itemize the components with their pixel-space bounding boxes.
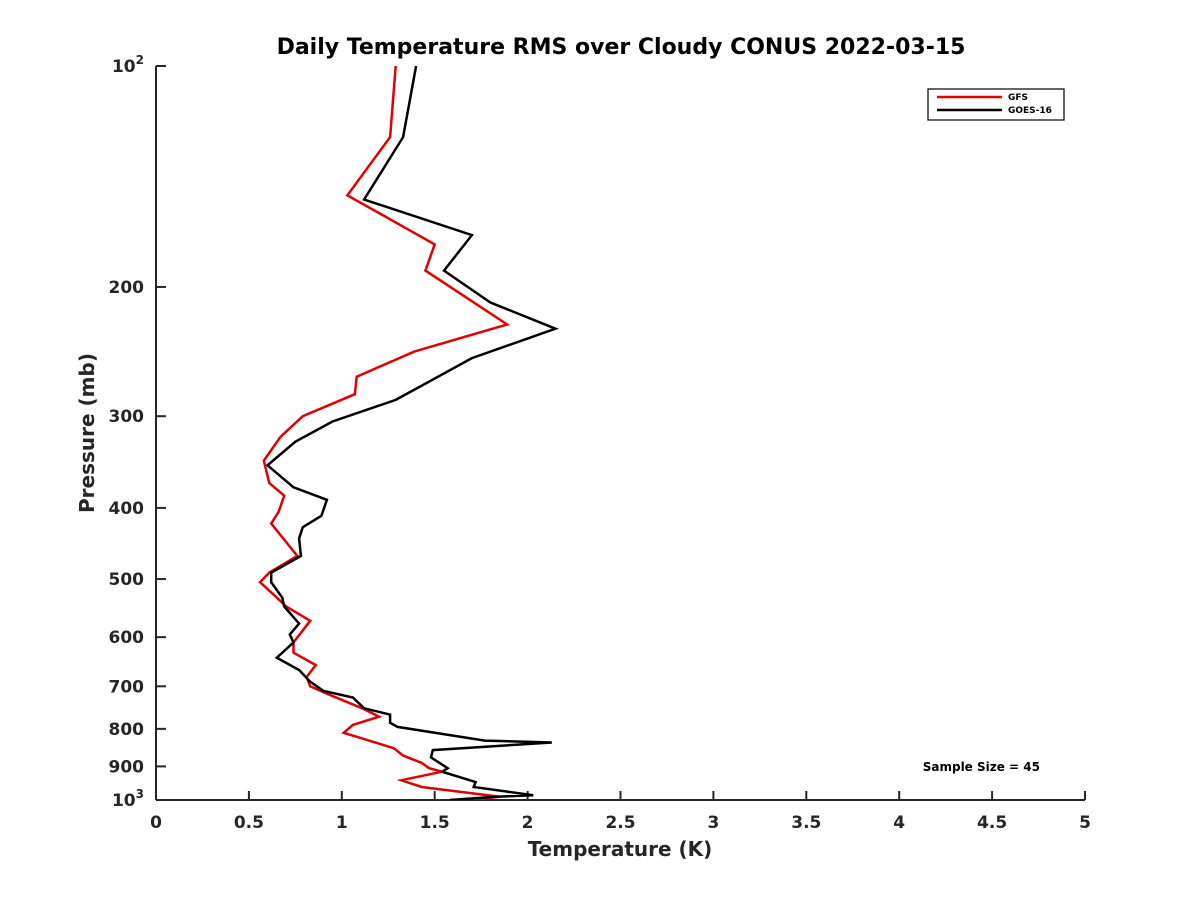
series-line-goes-16 [265, 65, 560, 800]
axes [155, 66, 1085, 801]
series-line-gfs [258, 65, 511, 800]
x-tick-label: 1.5 [420, 813, 450, 833]
x-tick-label: 4.5 [977, 813, 1007, 833]
y-tick-label: 102 [112, 53, 144, 77]
y-tick-label: 900 [109, 757, 145, 777]
sample-size-annotation: Sample Size = 45 [923, 760, 1040, 774]
chart-title: Daily Temperature RMS over Cloudy CONUS … [277, 35, 966, 60]
y-tick-label-exponent: 2 [136, 53, 144, 67]
x-tick-label: 3.5 [791, 813, 821, 833]
legend-label-gfs: GFS [1008, 93, 1028, 103]
x-tick-label: 2.5 [605, 813, 635, 833]
x-tick-label: 0.5 [234, 813, 264, 833]
y-tick-label: 500 [109, 570, 145, 590]
x-axis-label: Temperature (K) [528, 837, 713, 861]
x-tick-label: 2 [522, 813, 534, 833]
series-lines [258, 65, 560, 800]
y-tick-label: 103 [112, 787, 144, 811]
y-axis-label: Pressure (mb) [75, 353, 99, 513]
y-tick-label: 400 [109, 499, 145, 519]
y-tick-label: 800 [109, 720, 145, 740]
legend: GFS GOES-16 [927, 88, 1065, 121]
y-tick-label: 600 [109, 628, 145, 648]
y-tick-label-base: 10 [112, 791, 136, 811]
legend-label-goes-16: GOES-16 [1008, 106, 1052, 116]
y-tick-label-base: 10 [112, 57, 136, 77]
y-tick-label: 200 [109, 278, 145, 298]
y-tick-label: 700 [109, 677, 145, 697]
y-tick-label: 300 [109, 407, 145, 427]
x-ticks: 0 0.5 1 1.5 2 2.5 3 3.5 4 4.5 5 [150, 791, 1091, 833]
y-tick-label-exponent: 3 [136, 787, 144, 801]
legend-box [927, 88, 1065, 121]
x-tick-label: 4 [893, 813, 905, 833]
x-tick-label: 0 [150, 813, 162, 833]
x-tick-label: 5 [1079, 813, 1091, 833]
x-tick-label: 1 [336, 813, 348, 833]
x-tick-label: 3 [707, 813, 719, 833]
